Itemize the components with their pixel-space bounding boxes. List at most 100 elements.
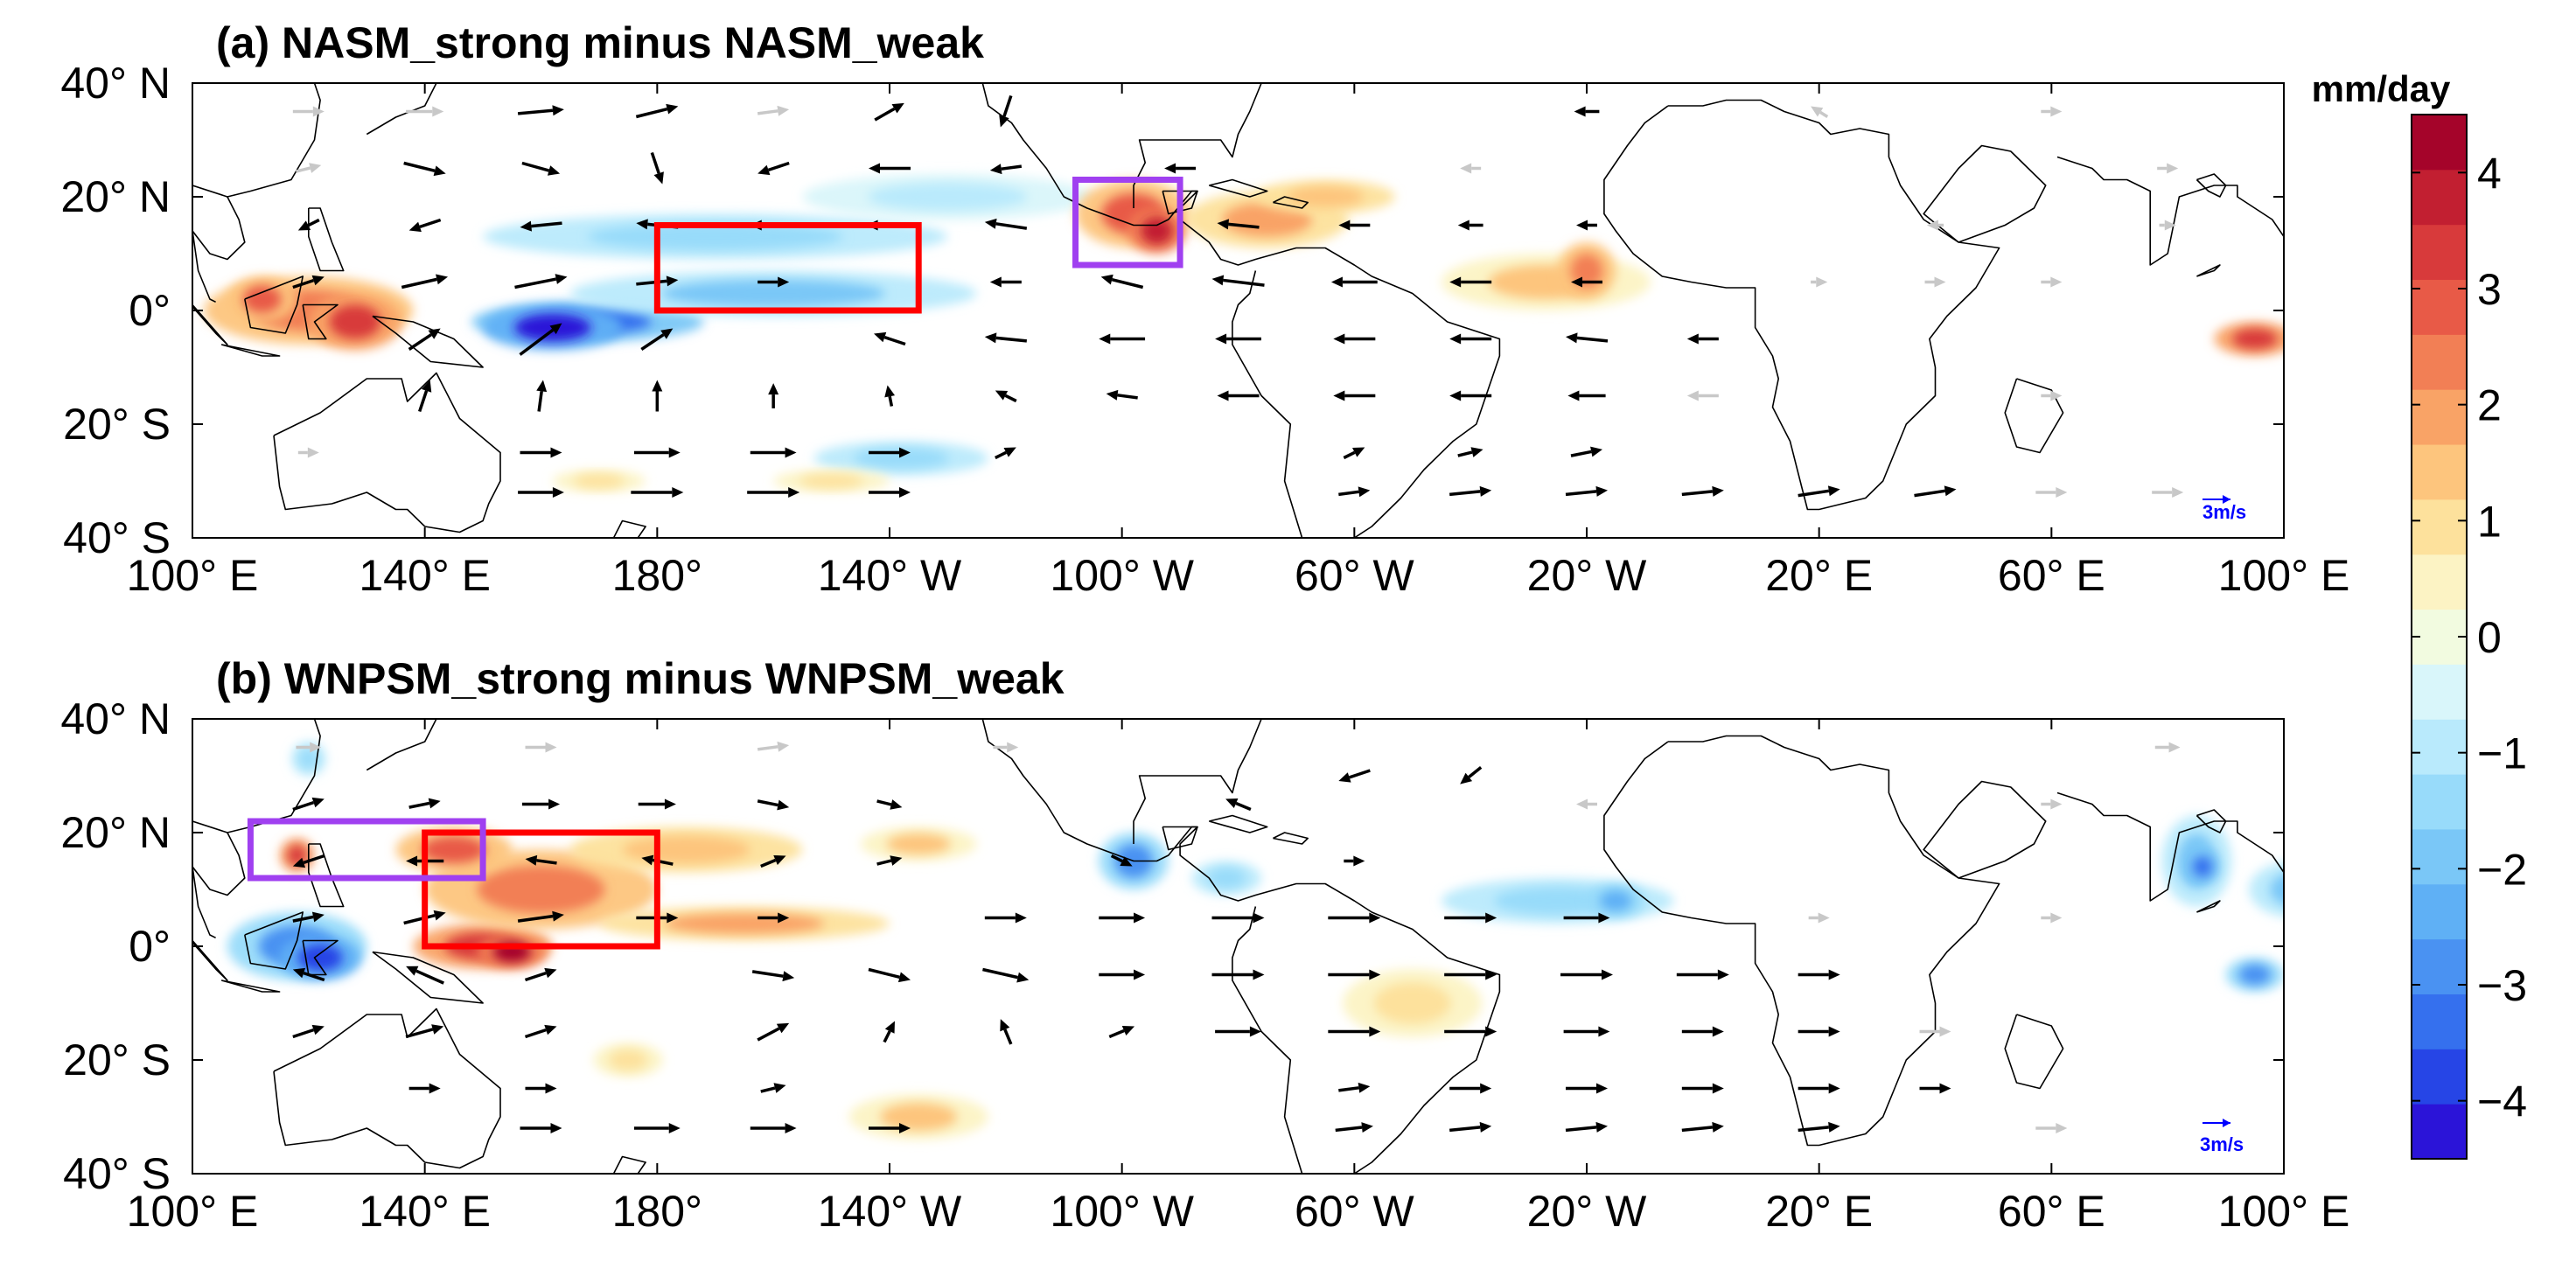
wind-vector — [1924, 276, 1946, 288]
coastline — [308, 207, 345, 272]
coastline — [366, 83, 437, 136]
wind-vector — [1338, 486, 1371, 498]
wind-vector — [1449, 390, 1492, 401]
colorbar-tick-label: −2 — [2477, 845, 2527, 894]
wind-vector — [1164, 163, 1197, 174]
wind-vector — [536, 380, 548, 412]
wind-vector — [2041, 390, 2063, 401]
coastline — [1209, 814, 1268, 833]
x-tick-label: 60° E — [1998, 1187, 2105, 1236]
wind-vector — [640, 328, 674, 351]
coastline — [1273, 832, 1309, 845]
wind-vector — [2041, 912, 2063, 924]
wind-vector — [2041, 276, 2063, 288]
wind-vector — [408, 798, 441, 809]
wind-vector — [525, 1083, 557, 1094]
x-tick-label: 100° E — [2218, 1187, 2350, 1236]
wind-vector — [406, 966, 444, 985]
x-tick-label: 140° W — [818, 1187, 962, 1236]
precip-cell — [2319, 889, 2365, 924]
reference-vector: 3m/s — [2203, 495, 2246, 523]
wind-vector — [984, 218, 1028, 230]
wind-vector — [2152, 487, 2184, 498]
wind-vector — [993, 742, 1019, 753]
reference-vector-label: 3m/s — [2203, 501, 2246, 523]
wind-vector — [750, 447, 797, 458]
wind-vector — [1676, 969, 1729, 980]
coastline — [2056, 791, 2284, 902]
wind-vector — [876, 799, 903, 810]
wind-vector — [757, 276, 790, 288]
wind-vector — [1919, 1083, 1951, 1094]
x-tick-label: 100° W — [1050, 551, 1194, 600]
y-tick-label: 40° N — [60, 694, 171, 743]
coastline — [2196, 809, 2227, 833]
wind-vector — [1099, 912, 1146, 924]
precip-core — [2193, 856, 2212, 877]
wind-vector — [869, 163, 911, 174]
precip-core — [799, 474, 864, 488]
coastline — [981, 83, 1501, 538]
wind-vector — [989, 164, 1023, 175]
wind-vector — [1798, 1083, 1840, 1094]
x-tick-label: 100° E — [2218, 551, 2350, 600]
colorbar-swatch — [2412, 664, 2467, 720]
wind-vector — [1576, 798, 1597, 810]
wind-vector — [1566, 1083, 1608, 1094]
wind-vector — [1681, 485, 1724, 497]
wind-vector — [401, 274, 449, 289]
coastline — [192, 230, 216, 303]
colorbar-tick-label: 0 — [2477, 613, 2502, 662]
coastline — [2196, 173, 2227, 198]
coastline — [372, 951, 484, 1004]
wind-vector — [524, 967, 557, 982]
wind-vector — [636, 275, 679, 287]
coastline — [244, 275, 304, 334]
wind-vector — [292, 275, 325, 289]
wind-vector — [768, 383, 779, 408]
wind-vector — [525, 742, 557, 753]
colorbar-swatch — [2412, 499, 2467, 555]
wind-vector — [884, 385, 896, 407]
wind-vector — [757, 1022, 790, 1042]
panel-a: (a) NASM_strong minus NASM_weak 40° N 20°… — [60, 18, 2349, 600]
coastline — [192, 303, 228, 345]
wind-vector — [1563, 912, 1610, 924]
wind-vector — [1576, 220, 1597, 231]
precip-core — [1373, 982, 1451, 1024]
wind-vector — [1565, 1121, 1608, 1133]
wind-vector — [1449, 333, 1492, 345]
x-tick-label: 100° E — [127, 1187, 259, 1236]
wind-vector — [1811, 276, 1828, 288]
coastline — [981, 719, 1501, 1174]
colorbar-swatch — [2412, 1049, 2467, 1105]
wind-vector — [1106, 389, 1138, 401]
precip-shading — [204, 174, 2284, 492]
wind-vector — [1330, 276, 1378, 288]
precip-cell — [2249, 861, 2284, 917]
wind-vector — [1563, 1026, 1610, 1037]
wind-vector — [1333, 390, 1376, 401]
y-tick-label: 20° N — [60, 172, 171, 221]
wind-vector — [1108, 1025, 1135, 1039]
colorbar-title: mm/day — [2312, 68, 2451, 109]
x-tick-label: 100° W — [1050, 1187, 1194, 1236]
x-tick-label: 60° E — [1998, 551, 2105, 600]
wind-vector — [1681, 1026, 1724, 1037]
coastline — [220, 344, 281, 357]
wind-vector — [1798, 485, 1840, 498]
wind-vector — [868, 967, 911, 983]
wind-vector — [292, 911, 325, 923]
y-tick-label: 40° N — [60, 59, 171, 108]
panel-b-title: (b) WNPSM_strong minus WNPSM_weak — [216, 654, 1065, 703]
coastline — [2196, 264, 2221, 277]
coastline — [612, 1155, 646, 1174]
wind-vector — [292, 106, 325, 117]
wind-vector — [520, 220, 562, 232]
precip-core — [2329, 896, 2355, 917]
panel-b: (b) WNPSM_strong minus WNPSM_weak 40° N 2… — [60, 654, 2365, 1236]
wind-vector — [883, 1021, 895, 1043]
colorbar-ticks: 4 3 2 1 0 −1 −2 −3 −4 — [2412, 149, 2527, 1126]
colorbar-swatch — [2412, 828, 2467, 885]
colorbar-swatch — [2412, 774, 2467, 830]
